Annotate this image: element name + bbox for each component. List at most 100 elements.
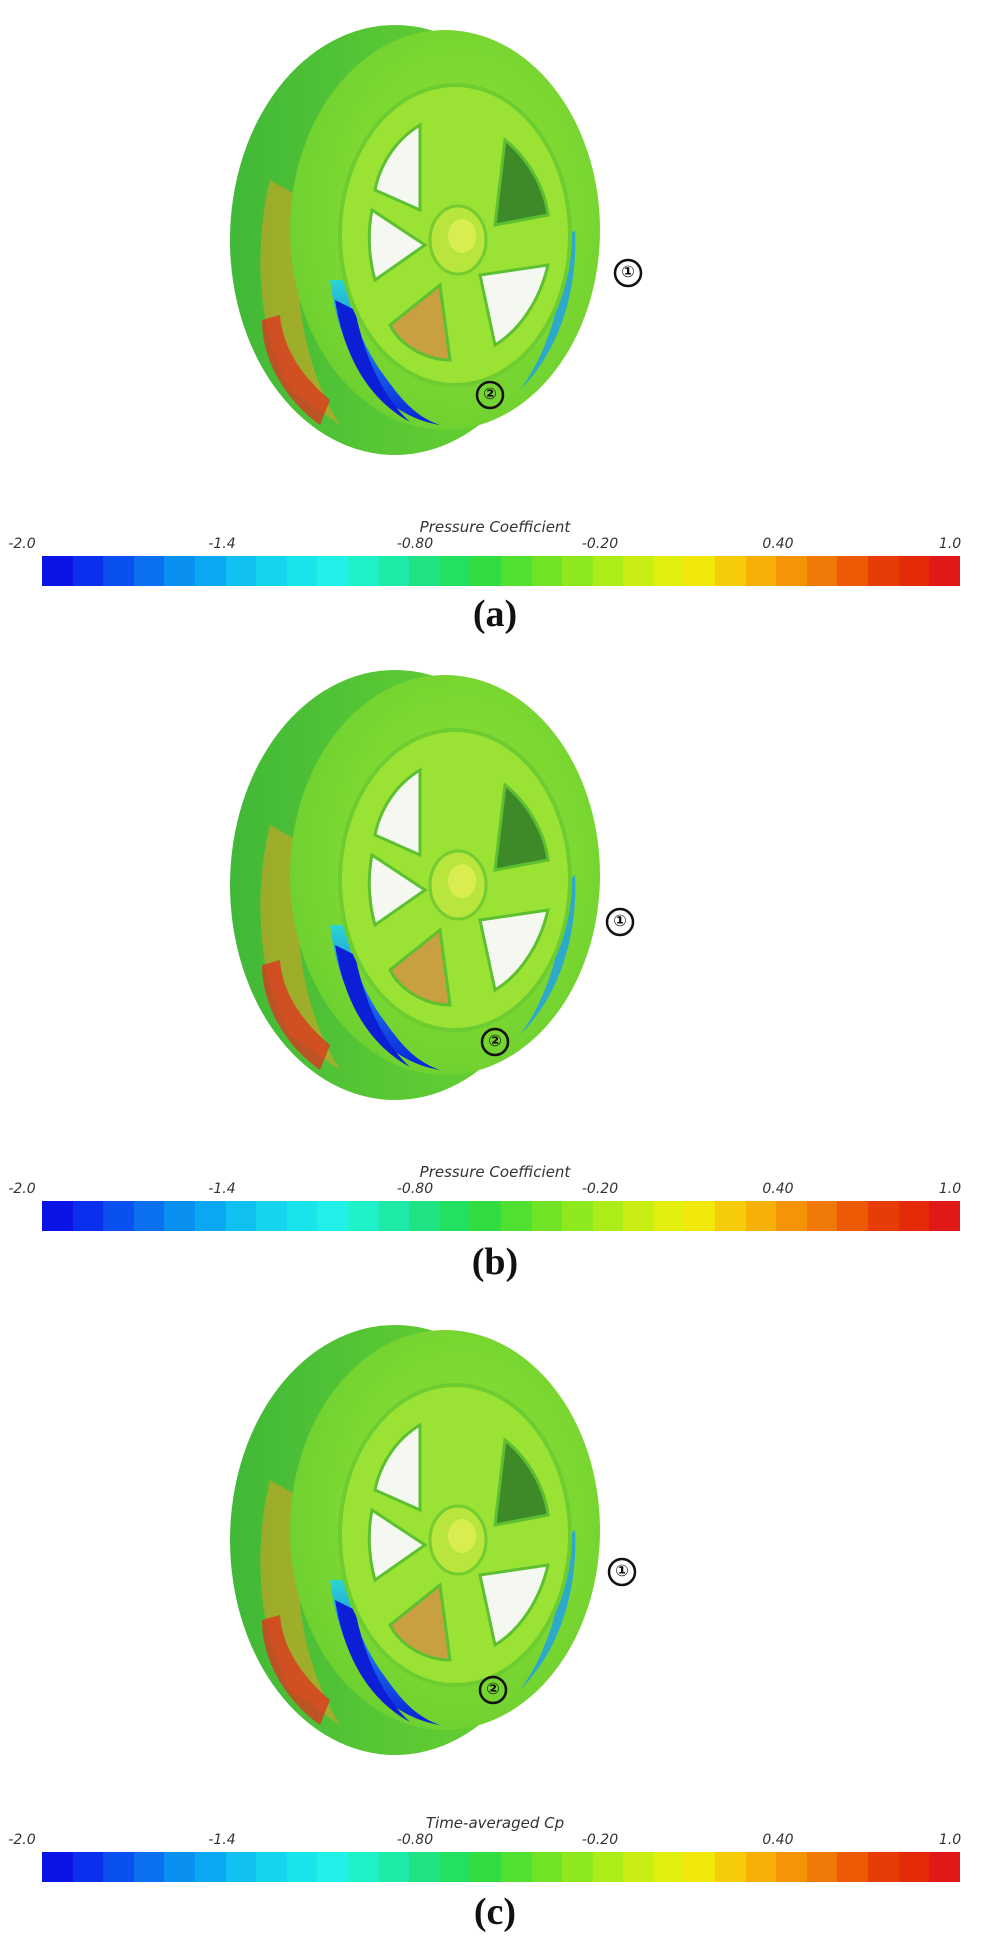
- wheel-pressure-contour: [228, 668, 635, 1102]
- colorbar-band-6: [225, 556, 257, 586]
- colorbar-tick: -1.4: [208, 536, 236, 552]
- colorbar-band-23: [745, 1852, 777, 1882]
- colorbar-band-4: [164, 556, 195, 586]
- colorbar-band-6: [225, 1201, 257, 1231]
- panel-c: ① ② Time-averaged Cp -2.0 -1.4 -0.80 -0.…: [0, 1290, 990, 1943]
- colorbar: [42, 1852, 960, 1882]
- colorbar-title: Time-averaged Cp: [425, 1814, 565, 1832]
- colorbar-band-9: [317, 1201, 348, 1231]
- colorbar-band-16: [531, 1201, 563, 1231]
- colorbar-band-7: [256, 1852, 287, 1882]
- colorbar-tick: 0.40: [762, 1181, 794, 1197]
- colorbar-band-6: [225, 1852, 257, 1882]
- colorbar-band-24: [776, 556, 807, 586]
- colorbar-band-5: [194, 556, 226, 586]
- colorbar-band-2: [103, 556, 134, 586]
- marker-2: [480, 1027, 510, 1057]
- colorbar-band-7: [256, 556, 287, 586]
- colorbar-band-18: [592, 556, 624, 586]
- colorbar-band-3: [133, 1201, 165, 1231]
- colorbar-band-12: [409, 556, 440, 586]
- colorbar-band-24: [776, 1852, 807, 1882]
- colorbar-band-26: [837, 556, 869, 586]
- colorbar-band-11: [378, 1201, 410, 1231]
- colorbar-band-0: [42, 1201, 73, 1231]
- colorbar-tick: 0.40: [762, 1832, 794, 1848]
- colorbar-band-25: [806, 1201, 838, 1231]
- colorbar-band-2: [103, 1852, 134, 1882]
- marker-1-label: ①: [613, 911, 627, 930]
- colorbar-band-10: [347, 556, 379, 586]
- colorbar-band-17: [562, 1852, 593, 1882]
- colorbar-tick: -2.0: [8, 536, 36, 552]
- colorbar-band-19: [623, 556, 654, 586]
- panel-caption: (b): [471, 1241, 519, 1283]
- colorbar-band-28: [898, 1852, 930, 1882]
- colorbar-tick: -0.20: [581, 1181, 619, 1197]
- colorbar-title: Pressure Coefficient: [419, 518, 571, 536]
- colorbar-band-25: [806, 556, 838, 586]
- colorbar-tick: 1.0: [938, 1832, 962, 1848]
- colorbar-tick: 0.40: [762, 536, 794, 552]
- colorbar-band-23: [745, 1201, 777, 1231]
- colorbar-title: Pressure Coefficient: [419, 1163, 571, 1181]
- colorbar-band-13: [439, 556, 471, 586]
- marker-2-label: ②: [483, 384, 497, 403]
- colorbar-band-28: [898, 1201, 930, 1231]
- colorbar-band-18: [592, 1201, 624, 1231]
- colorbar-band-22: [715, 1201, 746, 1231]
- colorbar-band-24: [776, 1201, 807, 1231]
- colorbar-band-8: [286, 1852, 318, 1882]
- marker-2: [475, 380, 505, 410]
- panel-a: ① ② Pressure Coefficient -2.0 -1.4 -0.80…: [0, 0, 990, 645]
- colorbar-band-23: [745, 556, 777, 586]
- colorbar-band-15: [500, 1201, 532, 1231]
- colorbar-band-26: [837, 1201, 869, 1231]
- colorbar-tick: 1.0: [938, 1181, 962, 1197]
- colorbar-band-15: [500, 1852, 532, 1882]
- colorbar-band-20: [653, 1201, 685, 1231]
- colorbar-tick: -0.20: [581, 1832, 619, 1848]
- colorbar-band-2: [103, 1201, 134, 1231]
- colorbar-band-9: [317, 556, 348, 586]
- colorbar: [42, 556, 960, 586]
- wheel-pressure-contour: [228, 23, 643, 457]
- colorbar-band-27: [868, 556, 899, 586]
- colorbar-band-14: [470, 1852, 501, 1882]
- panel-caption: (a): [472, 593, 518, 635]
- colorbar-band-25: [806, 1852, 838, 1882]
- colorbar-band-15: [500, 556, 532, 586]
- colorbar-band-11: [378, 556, 410, 586]
- colorbar-band-21: [684, 556, 716, 586]
- colorbar-band-16: [531, 556, 563, 586]
- colorbar-tick: -0.20: [581, 536, 619, 552]
- colorbar-band-7: [256, 1201, 287, 1231]
- colorbar-band-5: [194, 1852, 226, 1882]
- colorbar-band-22: [715, 556, 746, 586]
- colorbar-band-28: [898, 556, 930, 586]
- colorbar-band-17: [562, 1201, 593, 1231]
- colorbar-band-1: [72, 1201, 104, 1231]
- panel-caption: (c): [473, 1891, 517, 1933]
- marker-1: [607, 1557, 637, 1587]
- colorbar-band-0: [42, 1852, 73, 1882]
- colorbar-band-14: [470, 556, 501, 586]
- colorbar-tick: -1.4: [208, 1832, 236, 1848]
- colorbar-band-10: [347, 1852, 379, 1882]
- colorbar-band-29: [929, 1201, 960, 1231]
- colorbar-tick: 1.0: [938, 536, 962, 552]
- colorbar-band-12: [409, 1201, 440, 1231]
- colorbar-band-5: [194, 1201, 226, 1231]
- colorbar-band-1: [72, 1852, 104, 1882]
- colorbar-band-18: [592, 1852, 624, 1882]
- marker-2-label: ②: [486, 1679, 500, 1698]
- colorbar-band-29: [929, 556, 960, 586]
- colorbar-band-29: [929, 1852, 960, 1882]
- marker-2: [478, 1675, 508, 1705]
- colorbar-band-27: [868, 1852, 899, 1882]
- colorbar-tick: -0.80: [396, 1181, 434, 1197]
- colorbar-band-21: [684, 1852, 716, 1882]
- marker-1: [613, 258, 643, 288]
- colorbar-tick: -1.4: [208, 1181, 236, 1197]
- colorbar-band-20: [653, 1852, 685, 1882]
